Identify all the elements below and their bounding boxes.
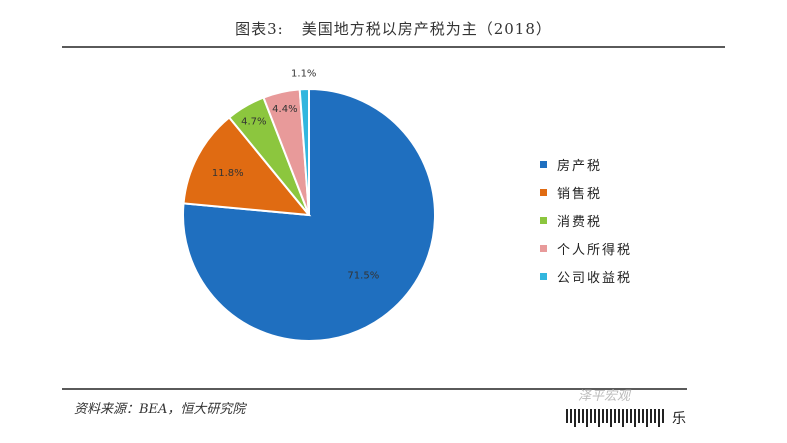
slice-value-label: 4.7%	[241, 116, 266, 127]
corner-text: 乐	[672, 411, 686, 427]
legend-item: 消费税	[540, 206, 632, 234]
pie-slice-1	[182, 87, 436, 342]
figure-label: 图表3:	[235, 20, 284, 38]
slice-value-label: 71.5%	[347, 271, 379, 282]
bottom-overlay: 乐	[566, 408, 686, 428]
watermark-text: 泽平宏观	[578, 389, 631, 404]
legend-swatch	[540, 216, 547, 224]
legend-swatch	[540, 160, 547, 168]
legend-label: 公司收益税	[557, 270, 633, 286]
slice-value-label: 1.1%	[291, 69, 316, 80]
pie-slice-5	[298, 87, 310, 216]
legend-swatch	[540, 272, 547, 280]
bottom-divider	[62, 388, 687, 390]
legend-label: 消费税	[557, 214, 603, 230]
legend-label: 个人所得税	[557, 242, 633, 258]
slice-value-label: 4.4%	[272, 104, 297, 115]
legend-label: 销售税	[557, 186, 603, 202]
legend-swatch	[540, 244, 547, 252]
legend-item: 个人所得税	[540, 234, 632, 262]
chart-legend: 房产税 销售税 消费税 个人所得税 公司收益税	[540, 150, 632, 290]
legend-label: 房产税	[557, 158, 603, 174]
legend-item: 公司收益税	[540, 262, 632, 290]
legend-item: 销售税	[540, 178, 632, 206]
top-divider	[62, 46, 725, 48]
legend-swatch	[540, 188, 547, 196]
legend-item: 房产税	[540, 150, 632, 178]
source-note: 资料来源：BEA，恒大研究院	[74, 402, 246, 417]
figure-title: 美国地方税以房产税为主（2018）	[301, 20, 552, 38]
pie-slice-2	[182, 116, 312, 217]
barcode-icon	[566, 409, 664, 427]
chart-title: 图表3: 美国地方税以房产税为主（2018）	[0, 18, 787, 39]
slice-value-label: 11.8%	[212, 168, 244, 179]
